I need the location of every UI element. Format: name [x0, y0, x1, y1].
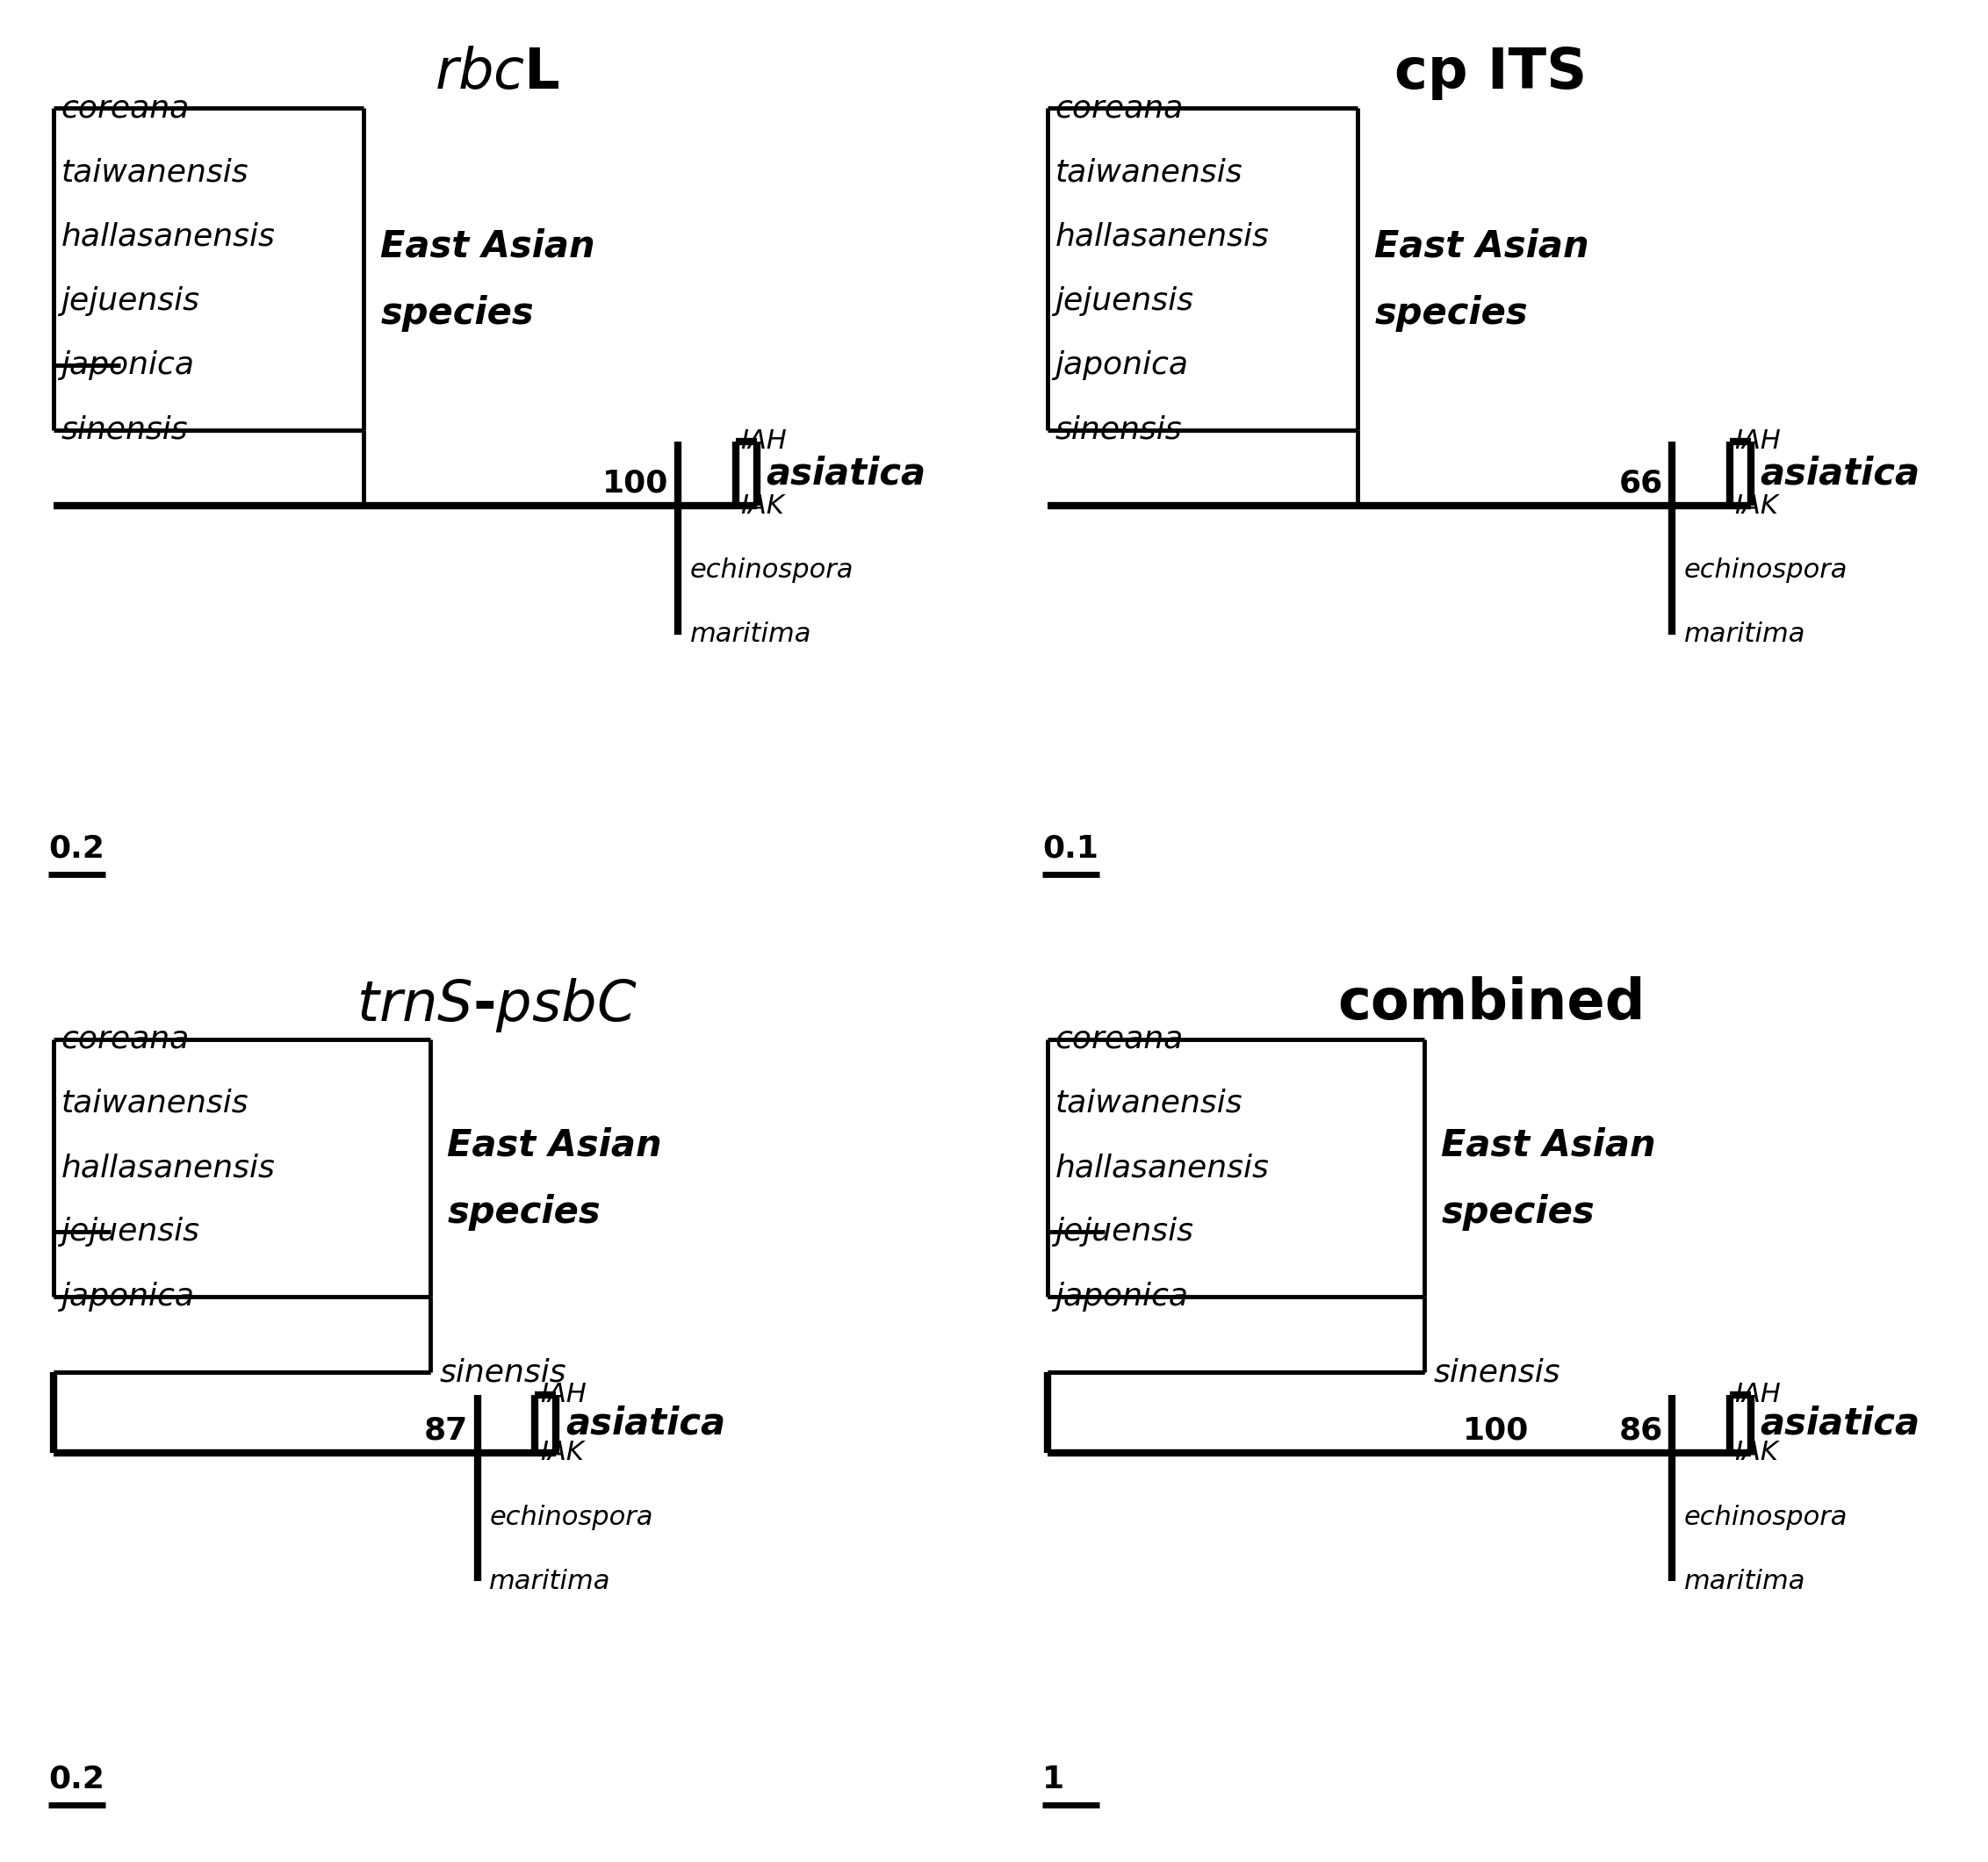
Text: 0.2: 0.2 — [48, 834, 105, 864]
Text: hallasanensis: hallasanensis — [62, 1153, 274, 1182]
Text: 1: 1 — [1042, 1765, 1064, 1795]
Text: East Asian: East Asian — [447, 1127, 662, 1164]
Text: jejuensis: jejuensis — [1056, 287, 1193, 317]
Text: species: species — [380, 294, 535, 331]
Text: IAK: IAK — [541, 1439, 584, 1465]
Text: jejuensis: jejuensis — [62, 287, 199, 317]
Text: 100: 100 — [602, 469, 668, 499]
Text: East Asian: East Asian — [1441, 1127, 1656, 1164]
Text: japonica: japonica — [1056, 1281, 1189, 1311]
Text: 0.2: 0.2 — [48, 1765, 105, 1795]
Text: IAH: IAH — [541, 1382, 586, 1408]
Text: maritima: maritima — [690, 622, 811, 648]
Text: species: species — [447, 1194, 600, 1231]
Text: $\mathit{rbc}$L: $\mathit{rbc}$L — [433, 45, 561, 101]
Text: japonica: japonica — [62, 350, 195, 380]
Text: hallasanensis: hallasanensis — [62, 222, 274, 251]
Text: 0.1: 0.1 — [1042, 834, 1099, 864]
Text: jejuensis: jejuensis — [62, 1218, 199, 1248]
Text: sinensis: sinensis — [62, 415, 189, 445]
Text: sinensis: sinensis — [439, 1357, 567, 1387]
Text: $\mathit{trnS}$-$\mathit{psbC}$: $\mathit{trnS}$-$\mathit{psbC}$ — [356, 976, 638, 1035]
Text: coreana: coreana — [1056, 1024, 1183, 1054]
Text: East Asian: East Asian — [380, 227, 594, 264]
Text: taiwanensis: taiwanensis — [1056, 158, 1242, 188]
Text: maritima: maritima — [1684, 1570, 1805, 1594]
Text: jejuensis: jejuensis — [1056, 1218, 1193, 1248]
Text: maritima: maritima — [489, 1570, 610, 1594]
Text: IAK: IAK — [740, 493, 783, 518]
Text: coreana: coreana — [1056, 93, 1183, 123]
Text: asiatica: asiatica — [765, 454, 926, 492]
Text: asiatica: asiatica — [1759, 454, 1920, 492]
Text: coreana: coreana — [62, 1024, 189, 1054]
Text: species: species — [1374, 294, 1529, 331]
Text: East Asian: East Asian — [1374, 227, 1588, 264]
Text: 66: 66 — [1618, 469, 1662, 499]
Text: echinospora: echinospora — [690, 557, 853, 583]
Text: coreana: coreana — [62, 93, 189, 123]
Text: cp ITS: cp ITS — [1396, 45, 1586, 101]
Text: sinensis: sinensis — [1056, 415, 1183, 445]
Text: sinensis: sinensis — [1433, 1357, 1561, 1387]
Text: combined: combined — [1338, 976, 1644, 1032]
Text: IAK: IAK — [1734, 1439, 1777, 1465]
Text: IAH: IAH — [1734, 428, 1781, 454]
Text: hallasanensis: hallasanensis — [1056, 1153, 1268, 1182]
Text: asiatica: asiatica — [567, 1406, 726, 1443]
Text: hallasanensis: hallasanensis — [1056, 222, 1268, 251]
Text: maritima: maritima — [1684, 622, 1805, 648]
Text: echinospora: echinospora — [1684, 557, 1847, 583]
Text: japonica: japonica — [62, 1281, 195, 1311]
Text: species: species — [1441, 1194, 1594, 1231]
Text: echinospora: echinospora — [489, 1504, 654, 1531]
Text: 86: 86 — [1618, 1415, 1662, 1445]
Text: echinospora: echinospora — [1684, 1504, 1847, 1531]
Text: asiatica: asiatica — [1759, 1406, 1920, 1443]
Text: taiwanensis: taiwanensis — [1056, 1089, 1242, 1119]
Text: taiwanensis: taiwanensis — [62, 1089, 248, 1119]
Text: 87: 87 — [423, 1415, 469, 1445]
Text: IAH: IAH — [1734, 1382, 1781, 1408]
Text: IAH: IAH — [740, 428, 787, 454]
Text: taiwanensis: taiwanensis — [62, 158, 248, 188]
Text: 100: 100 — [1463, 1415, 1529, 1445]
Text: IAK: IAK — [1734, 493, 1777, 518]
Text: japonica: japonica — [1056, 350, 1189, 380]
